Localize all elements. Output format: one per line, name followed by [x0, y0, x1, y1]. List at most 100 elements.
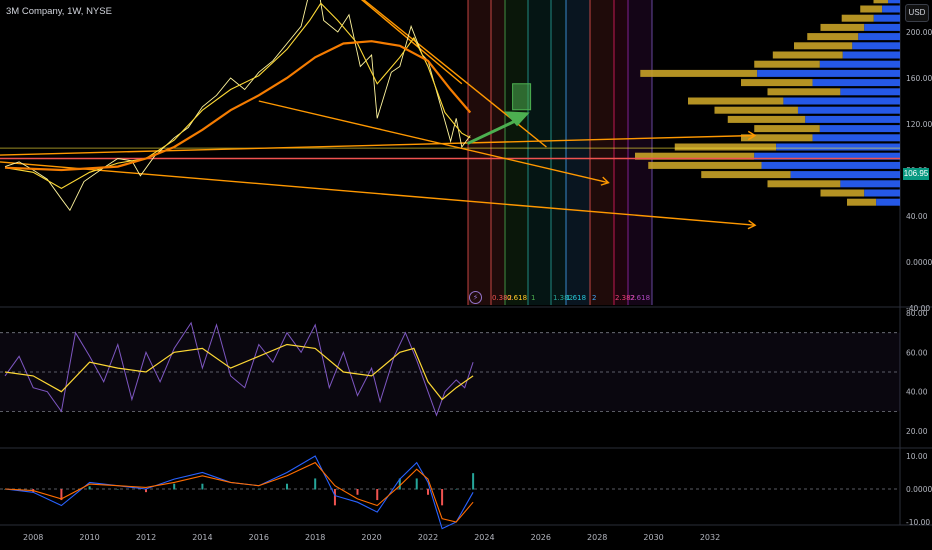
- macd-histogram-bar: [427, 489, 429, 495]
- fib-zone-label: 2.382: [615, 294, 635, 302]
- fib-zone-label: 2: [592, 294, 596, 302]
- macd-histogram-bar: [356, 489, 359, 495]
- price-axis-tick: 160.00: [906, 74, 932, 83]
- volume-profile-bar-up: [648, 161, 762, 169]
- trendline: [0, 134, 756, 156]
- price-axis-tick: 120.00: [906, 120, 932, 129]
- macd-histogram-bar: [201, 483, 204, 490]
- volume-profile-bar-up: [841, 14, 874, 22]
- volume-profile-bar-up: [741, 79, 813, 87]
- fib-zone-band: [590, 0, 614, 305]
- projection-arrowhead: [504, 111, 530, 127]
- arrowhead: [747, 219, 757, 230]
- time-axis-tick: 2016: [249, 533, 269, 542]
- ma-short-line: [4, 2, 471, 190]
- macd-histogram-bar: [472, 473, 475, 490]
- ma-long-line: [4, 40, 472, 172]
- macd-histogram-bar: [60, 489, 63, 501]
- volume-profile-bar-up: [640, 69, 758, 77]
- lightning-icon[interactable]: ⚡: [469, 291, 482, 304]
- volume-profile-bar-down: [790, 171, 900, 179]
- fib-zone-label: 1.382: [553, 294, 573, 302]
- signal-line: [4, 461, 474, 523]
- volume-profile-bar-down: [819, 60, 900, 68]
- macd-histogram-bar: [398, 478, 401, 490]
- volume-profile-bar-down: [888, 0, 900, 4]
- macd-line: [4, 455, 474, 530]
- volume-profile-bar-down: [876, 198, 900, 206]
- trendline: [362, 0, 547, 148]
- volume-profile-bar-down: [864, 23, 900, 31]
- volume-profile-bar-down: [797, 106, 900, 114]
- rsi-axis-tick: 60.00: [906, 348, 928, 357]
- volume-profile-bar-up: [807, 33, 859, 41]
- time-axis-tick: 2018: [305, 533, 325, 542]
- macd-histogram-bar: [229, 489, 232, 490]
- fib-zone-band: [614, 0, 628, 305]
- price-axis-tick: 0.0000: [906, 258, 932, 267]
- macd-histogram-bar: [286, 483, 288, 490]
- volume-profile-bar-down: [840, 180, 900, 188]
- volume-profile-bar-up: [701, 171, 791, 179]
- volume-profile-bar-up: [741, 134, 813, 142]
- fib-zone-label: 1: [531, 294, 535, 302]
- macd-histogram-bar: [376, 489, 379, 501]
- volume-profile-bar-up: [767, 88, 841, 96]
- volume-profile-bar-up: [772, 51, 843, 59]
- time-axis-tick: 2030: [643, 533, 663, 542]
- macd-axis-tick: 0.0000: [906, 485, 932, 494]
- time-axis-tick: 2026: [531, 533, 551, 542]
- macd-histogram-bar: [116, 489, 119, 490]
- time-axis-tick: 2028: [587, 533, 607, 542]
- fib-zone-label: 0.382: [492, 294, 512, 302]
- macd-histogram-bar: [173, 483, 176, 490]
- volume-profile-bar-down: [761, 161, 900, 169]
- currency-button[interactable]: USD: [905, 4, 929, 22]
- volume-profile-bar-up: [794, 42, 853, 50]
- volume-profile-bar-down: [805, 115, 900, 123]
- macd-histogram-bar: [314, 478, 317, 490]
- target-box: [512, 83, 532, 111]
- rsi-axis-tick: 80.00: [906, 309, 928, 318]
- volume-profile-bar-up: [873, 0, 889, 4]
- volume-profile-bar-up: [754, 125, 820, 133]
- volume-profile-bar-down: [757, 69, 900, 77]
- volume-profile-bar-down: [842, 51, 900, 59]
- volume-profile-bar-down: [812, 79, 900, 87]
- volume-profile-bar-down: [776, 143, 900, 151]
- trendline: [0, 161, 756, 226]
- last-price-tag: 106.95: [903, 168, 929, 180]
- macd-histogram-bar: [257, 489, 260, 490]
- macd-histogram-bar: [455, 489, 458, 490]
- volume-profile-bar-down: [864, 189, 900, 197]
- trendline: [360, 0, 463, 85]
- volume-profile-bar-down: [840, 88, 900, 96]
- volume-profile-bar-up: [727, 115, 806, 123]
- volume-profile-bar-up: [820, 189, 865, 197]
- time-axis-tick: 2008: [23, 533, 43, 542]
- fib-zone-label: 1.618: [566, 294, 586, 302]
- volume-profile-bar-up: [714, 106, 798, 114]
- volume-profile-bar-up: [860, 5, 883, 13]
- macd-histogram-bar: [88, 486, 91, 490]
- time-axis-tick: 2012: [136, 533, 156, 542]
- volume-profile-bar-up: [754, 60, 820, 68]
- volume-profile-bar-up: [820, 23, 865, 31]
- macd-histogram-bar: [333, 489, 336, 506]
- volume-profile-bar-down: [858, 33, 900, 41]
- fib-zone-band: [505, 0, 528, 305]
- macd-axis-tick: 10.00: [906, 452, 928, 461]
- macd-histogram-bar: [441, 489, 444, 506]
- macd-axis-tick: -10.00: [906, 518, 930, 527]
- fib-zone-band: [528, 0, 551, 305]
- rsi-axis-tick: 40.00: [906, 388, 928, 397]
- volume-profile-bar-down: [754, 152, 900, 160]
- fib-zone-band: [566, 0, 590, 305]
- fib-zone-band: [628, 0, 652, 305]
- symbol-title: 3M Company, 1W, NYSE: [6, 6, 112, 17]
- volume-profile-bar-down: [783, 97, 900, 105]
- fib-zone-label: 0.618: [507, 294, 527, 302]
- price-axis-tick: 200.00: [906, 28, 932, 37]
- fib-zone-band: [491, 0, 505, 305]
